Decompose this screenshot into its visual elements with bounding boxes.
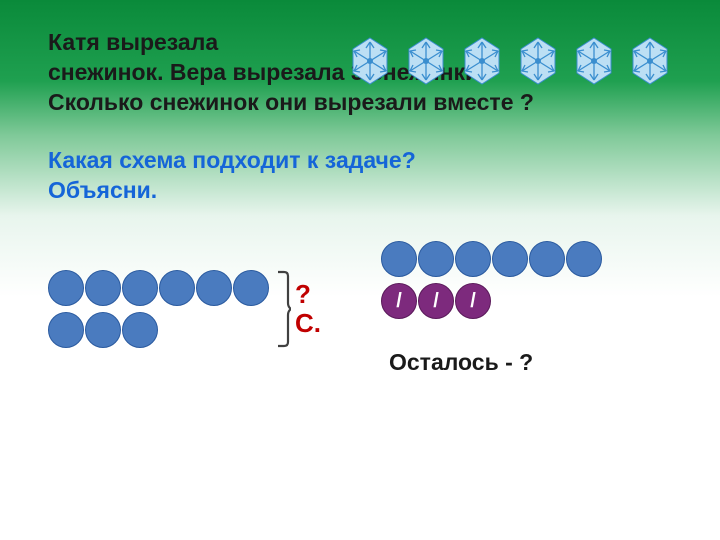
circle-blue (529, 241, 565, 277)
circle-blue (48, 270, 84, 306)
bracket-icon (277, 270, 291, 348)
schema-right-row-2: /// (381, 283, 602, 319)
circle-crossed: / (455, 283, 491, 319)
question-line-2: Объясни. (48, 177, 157, 203)
problem-line-1: Катя вырезала (48, 29, 218, 55)
circle-blue (196, 270, 232, 306)
snowflake-icon (569, 36, 619, 86)
snowflake-icon (457, 36, 507, 86)
bracket-question-mark: ? (295, 279, 311, 309)
snowflake-icon (625, 36, 675, 86)
circle-blue (455, 241, 491, 277)
circle-crossed: / (381, 283, 417, 319)
circle-blue (122, 312, 158, 348)
circle-blue (159, 270, 195, 306)
circle-blue (492, 241, 528, 277)
question-text: Какая схема подходит к задаче? Объясни. (48, 146, 672, 206)
schema-left-circles (48, 270, 269, 348)
remaining-text: Осталось - ? (389, 349, 602, 376)
schema-left-row-1 (48, 270, 269, 306)
bracket-label: ? С. (295, 280, 321, 337)
circle-blue (122, 270, 158, 306)
schema-right-row-1 (381, 241, 602, 277)
circle-blue (233, 270, 269, 306)
schemas-container: ? С. /// Осталось - ? (48, 241, 672, 376)
circle-blue (85, 270, 121, 306)
snowflakes-row (345, 36, 675, 86)
circle-blue (85, 312, 121, 348)
circle-blue (48, 312, 84, 348)
circle-blue (566, 241, 602, 277)
circle-blue (381, 241, 417, 277)
snowflake-icon (401, 36, 451, 86)
bracket-group: ? С. (277, 270, 321, 348)
schema-right: /// Осталось - ? (381, 241, 602, 376)
schema-left: ? С. (48, 241, 321, 376)
circle-crossed: / (418, 283, 454, 319)
schema-left-row-2 (48, 312, 269, 348)
snowflake-icon (345, 36, 395, 86)
circle-blue (418, 241, 454, 277)
bracket-unit: С. (295, 308, 321, 338)
question-line-1: Какая схема подходит к задаче? (48, 147, 416, 173)
problem-line-3: Сколько снежинок они вырезали вместе ? (48, 89, 534, 115)
snowflake-icon (513, 36, 563, 86)
